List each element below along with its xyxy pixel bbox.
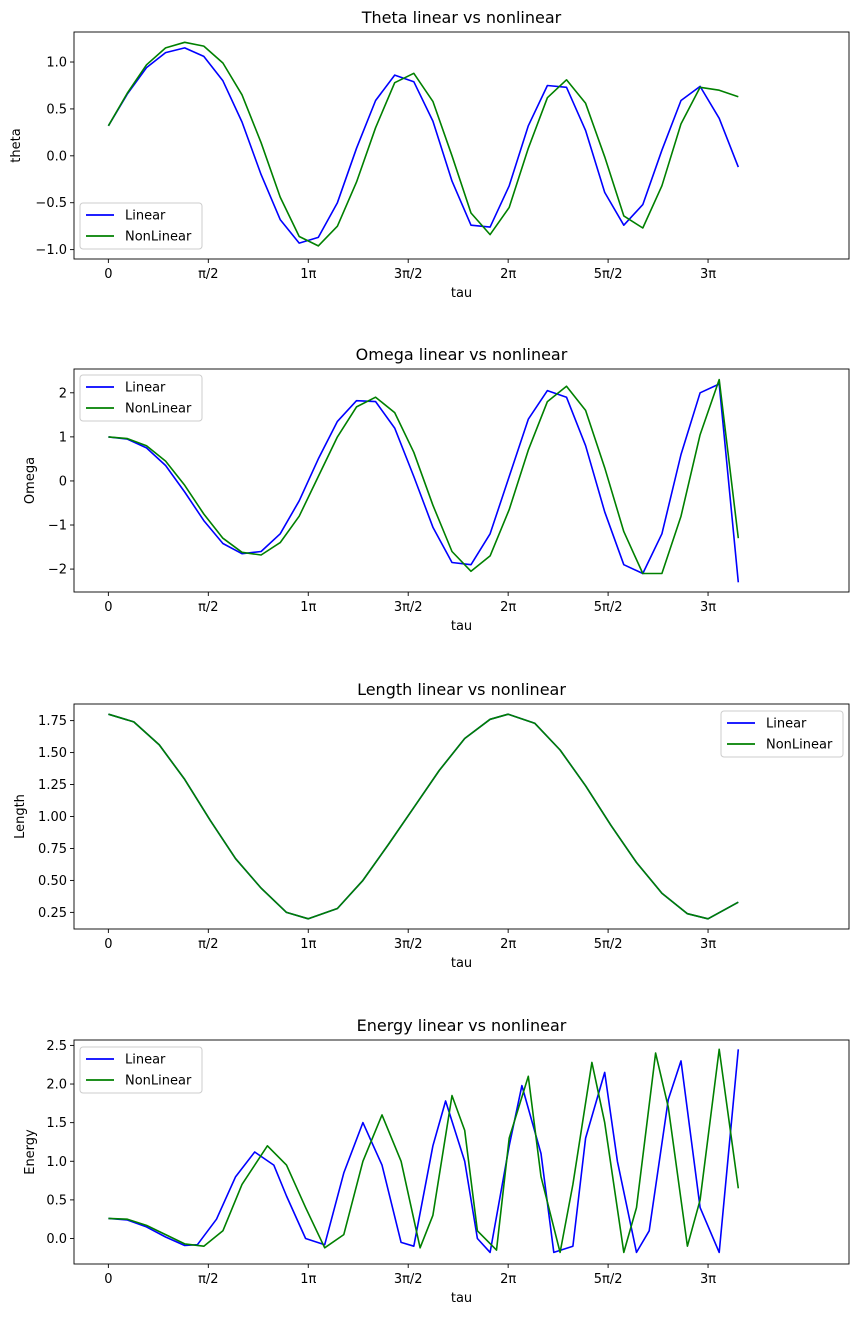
x-axis-label: tau (451, 956, 472, 971)
x-tick-label: 1π (300, 600, 316, 615)
axes-frame (73, 31, 850, 260)
x-tick-label: 3π/2 (394, 267, 423, 282)
x-tick-label: 2π (500, 1272, 516, 1287)
legend-label: Linear (125, 209, 166, 224)
y-tick-label: −0.5 (35, 196, 67, 211)
legend-label: Linear (125, 1053, 166, 1068)
x-tick-label: 2π (500, 937, 516, 952)
y-tick-label: 2.0 (46, 1078, 67, 1093)
legend-label: NonLinear (766, 738, 833, 753)
y-tick-label: 2 (59, 386, 67, 401)
x-tick-label: π/2 (198, 937, 218, 952)
y-axis-label: Omega (23, 457, 38, 504)
y-tick-label: 0.5 (46, 102, 67, 117)
x-tick-label: 3π (700, 267, 716, 282)
x-tick-label: 0 (104, 267, 112, 282)
legend-label: NonLinear (125, 230, 192, 245)
x-tick-label: 5π/2 (594, 937, 623, 952)
series-line-nonlinear (108, 713, 739, 920)
series-line-linear (107, 47, 740, 244)
legend-label: Linear (766, 717, 807, 732)
series-line-linear (108, 383, 740, 583)
series-line-nonlinear (108, 1048, 740, 1254)
legend: Linear NonLinear (79, 202, 203, 250)
y-axis-label: theta (9, 128, 24, 162)
y-tick-label: 0.75 (38, 842, 67, 857)
y-tick-label: 0.0 (46, 1232, 67, 1247)
x-tick-label: 3π (700, 1272, 716, 1287)
x-axis-label: tau (451, 1291, 472, 1306)
x-tick-label: π/2 (198, 1272, 218, 1287)
x-tick-label: 3π (700, 937, 716, 952)
series-line-nonlinear (108, 378, 740, 575)
series-line-nonlinear (107, 41, 739, 247)
chart-2: 0 π/2 1π 3π/2 2π 5π/2 3π −2 −1 0 1 2 Omega linear vs… (23, 345, 850, 634)
y-tick-label: 0.25 (38, 906, 67, 921)
x-tick-label: 0 (104, 937, 112, 952)
x-tick-label: 1π (300, 1272, 316, 1287)
x-tick-label: π/2 (198, 267, 218, 282)
chart-4: 0 π/2 1π 3π/2 2π 5π/2 3π 0.0 0.5 1.0 1.5 2.0 2.5 Ener… (23, 1016, 850, 1306)
x-tick-label: 0 (104, 1272, 112, 1287)
x-tick-label: 5π/2 (594, 600, 623, 615)
x-tick-label: 0 (104, 600, 112, 615)
x-axis-label: tau (451, 619, 472, 634)
y-tick-label: 1.50 (38, 746, 67, 761)
plot-area (107, 41, 740, 247)
x-axis-label: tau (451, 286, 472, 301)
legend: Linear NonLinear (79, 1046, 203, 1094)
y-tick-label: 0 (59, 474, 67, 489)
chart-title: Omega linear vs nonlinear (356, 345, 568, 364)
x-tick-label: 1π (300, 267, 316, 282)
y-tick-label: −2 (48, 563, 67, 578)
y-tick-label: 2.5 (46, 1039, 67, 1054)
y-tick-label: 1.25 (38, 778, 67, 793)
y-tick-label: −1 (48, 519, 67, 534)
legend: Linear NonLinear (720, 710, 844, 758)
x-tick-label: 3π/2 (394, 1272, 423, 1287)
chart-title: Length linear vs nonlinear (357, 680, 566, 699)
y-tick-label: −1.0 (35, 243, 67, 258)
x-tick-label: 3π/2 (394, 937, 423, 952)
y-axis-label: Length (13, 794, 28, 839)
series-line-linear (108, 713, 739, 920)
axes-frame (73, 1039, 850, 1265)
legend-label: NonLinear (125, 1074, 192, 1089)
plot-area (108, 378, 740, 583)
x-tick-label: 5π/2 (594, 1272, 623, 1287)
y-tick-label: 0.5 (46, 1193, 67, 1208)
legend-label: Linear (125, 381, 166, 396)
y-tick-label: 1.0 (46, 56, 67, 71)
plot-area (108, 713, 739, 920)
x-tick-label: π/2 (198, 600, 218, 615)
chart-3: 0 π/2 1π 3π/2 2π 5π/2 3π 0.25 0.50 0.75 1.00 1.25 1.… (13, 680, 850, 971)
legend: Linear NonLinear (79, 374, 203, 422)
x-tick-label: 3π/2 (394, 600, 423, 615)
plot-area (108, 1048, 740, 1254)
y-tick-label: 1.5 (46, 1116, 67, 1131)
y-tick-label: 1.0 (46, 1155, 67, 1170)
chart-title: Theta linear vs nonlinear (361, 8, 562, 27)
y-tick-label: 0.0 (46, 149, 67, 164)
chart-title: Energy linear vs nonlinear (357, 1016, 567, 1035)
y-tick-label: 1.00 (38, 810, 67, 825)
y-tick-label: 0.50 (38, 874, 67, 889)
x-tick-label: 3π (700, 600, 716, 615)
y-tick-label: 1 (59, 430, 67, 445)
legend-label: NonLinear (125, 402, 192, 417)
x-tick-label: 2π (500, 600, 516, 615)
y-tick-label: 1.75 (38, 714, 67, 729)
chart-1: 0 π/2 1π 3π/2 2π 5π/2 3π −1.0 −0.5 0.0 0.5 1.0 Theta… (9, 8, 850, 301)
y-axis-label: Energy (23, 1129, 38, 1175)
x-tick-label: 1π (300, 937, 316, 952)
x-tick-label: 2π (500, 267, 516, 282)
x-tick-label: 5π/2 (594, 267, 623, 282)
series-line-linear (108, 1049, 740, 1254)
